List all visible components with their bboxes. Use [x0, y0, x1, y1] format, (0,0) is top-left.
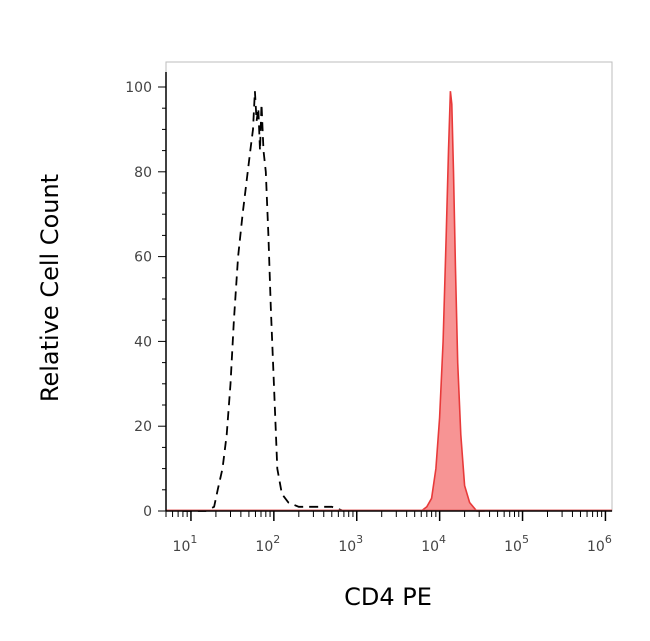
x-axis-title: CD4 PE: [344, 583, 432, 611]
series-fill-1: [421, 91, 485, 511]
plot-border: [165, 61, 613, 512]
plot-frame: [165, 61, 613, 512]
x-tick-label: 106: [587, 533, 612, 555]
x-tick-label: 105: [504, 533, 529, 555]
series-line-0: [182, 91, 345, 512]
y-tick-label: 0: [143, 504, 152, 520]
y-tick-label: 80: [134, 165, 152, 181]
y-tick-label: 40: [134, 334, 152, 350]
y-tick-label: 100: [125, 80, 152, 96]
series-line-1: [420, 91, 485, 512]
y-tick-label: 20: [134, 419, 152, 435]
x-axis: 101 102 103 104 105 106: [165, 510, 612, 555]
y-axis-title: Relative Cell Count: [36, 174, 64, 402]
x-tick-label: 103: [338, 533, 363, 555]
x-tick-label: 104: [421, 533, 446, 555]
x-tick-label: 102: [255, 533, 280, 555]
series-layer: [166, 91, 612, 512]
x-tick-label: 101: [173, 533, 198, 555]
y-tick-label: 60: [134, 250, 152, 266]
y-axis: 0 20 40 60 80 100: [125, 72, 167, 520]
